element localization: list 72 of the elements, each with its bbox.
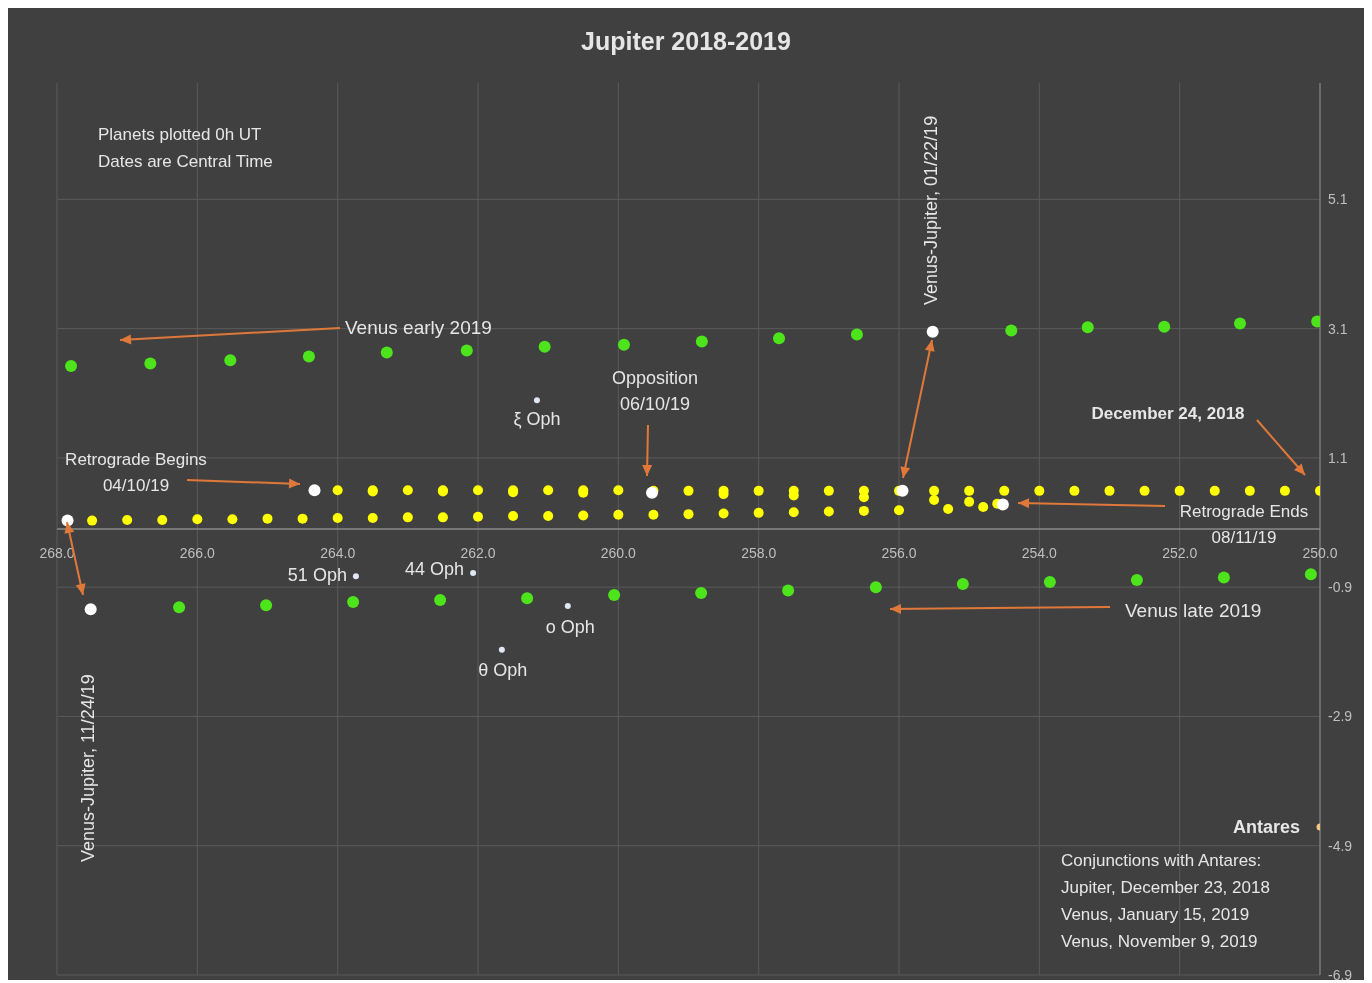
point	[65, 360, 78, 373]
y-tick-label: 3.1	[1328, 320, 1348, 337]
annotation: Venus-Jupiter, 11/24/19	[78, 674, 98, 862]
point	[380, 346, 393, 359]
point	[538, 340, 551, 353]
annotation: ξ Oph	[513, 409, 561, 430]
y-tick-label: 1.1	[1328, 449, 1348, 466]
point	[1304, 568, 1317, 581]
annotation: 51 Oph	[287, 565, 347, 586]
point	[521, 592, 534, 605]
point	[695, 586, 708, 599]
annotation: Planets plotted 0h UT Dates are Central Time	[98, 125, 273, 171]
point	[1158, 320, 1171, 333]
point	[1130, 574, 1143, 587]
point	[533, 397, 540, 404]
point	[498, 646, 505, 653]
point	[460, 344, 473, 357]
point	[84, 603, 97, 616]
point	[470, 569, 477, 576]
point	[260, 599, 273, 612]
point	[352, 573, 359, 580]
annotation: December 24, 2018	[1091, 404, 1245, 423]
point	[996, 498, 1009, 511]
point	[1217, 571, 1230, 584]
x-tick-label: 252.0	[1162, 545, 1198, 561]
y-tick-label: -6.9	[1328, 966, 1353, 983]
annotation: Retrograde Begins 04/10/19	[65, 450, 207, 495]
x-tick-label: 258.0	[741, 545, 777, 561]
point	[302, 350, 315, 363]
point	[850, 328, 863, 341]
x-tick-label: 250.0	[1302, 545, 1338, 561]
point	[617, 338, 630, 351]
point	[173, 601, 186, 614]
point	[308, 484, 321, 497]
annotation: Venus late 2019	[1125, 600, 1262, 621]
y-tick-label: -4.9	[1328, 837, 1353, 854]
annotation: Antares	[1232, 816, 1300, 837]
annotation: Opposition 06/10/19	[611, 368, 699, 414]
x-tick-label: 264.0	[320, 545, 356, 561]
point	[1081, 321, 1094, 334]
annotation: Conjunctions with Antares: Jupiter, December 23, 2018 Venus, January 15, 2019 Venus, November 9, 2019	[1061, 851, 1270, 951]
point	[1043, 576, 1056, 588]
x-tick-label: 254.0	[1021, 545, 1058, 561]
point	[782, 584, 795, 597]
chart-title: Jupiter 2018-2019	[581, 27, 791, 55]
point	[564, 602, 571, 609]
point	[926, 325, 939, 338]
point	[869, 581, 882, 594]
annotation: Retrograde Ends 08/11/19	[1179, 502, 1309, 547]
point	[608, 588, 621, 601]
x-tick-label: 260.0	[600, 545, 637, 561]
y-tick-label: -0.9	[1328, 579, 1353, 596]
point	[773, 332, 786, 345]
point	[896, 484, 909, 497]
x-tick-label: 266.0	[179, 545, 216, 561]
point	[347, 596, 360, 609]
point	[1005, 324, 1018, 337]
point	[956, 577, 969, 590]
y-tick-label: 5.1	[1328, 191, 1348, 208]
annotation: Venus-Jupiter, 01/22/19	[921, 115, 941, 305]
point	[695, 335, 708, 348]
annotation: θ Oph	[478, 659, 528, 680]
point	[434, 594, 447, 607]
point	[224, 354, 237, 367]
point	[144, 357, 157, 370]
x-tick-label: 256.0	[881, 545, 917, 561]
y-tick-label: -2.9	[1328, 708, 1353, 725]
annotation: 44 Oph	[405, 558, 465, 579]
annotation: o Oph	[545, 616, 595, 637]
annotation: Venus early 2019	[345, 317, 492, 338]
x-tick-label: 262.0	[460, 545, 496, 561]
point	[1234, 317, 1247, 330]
